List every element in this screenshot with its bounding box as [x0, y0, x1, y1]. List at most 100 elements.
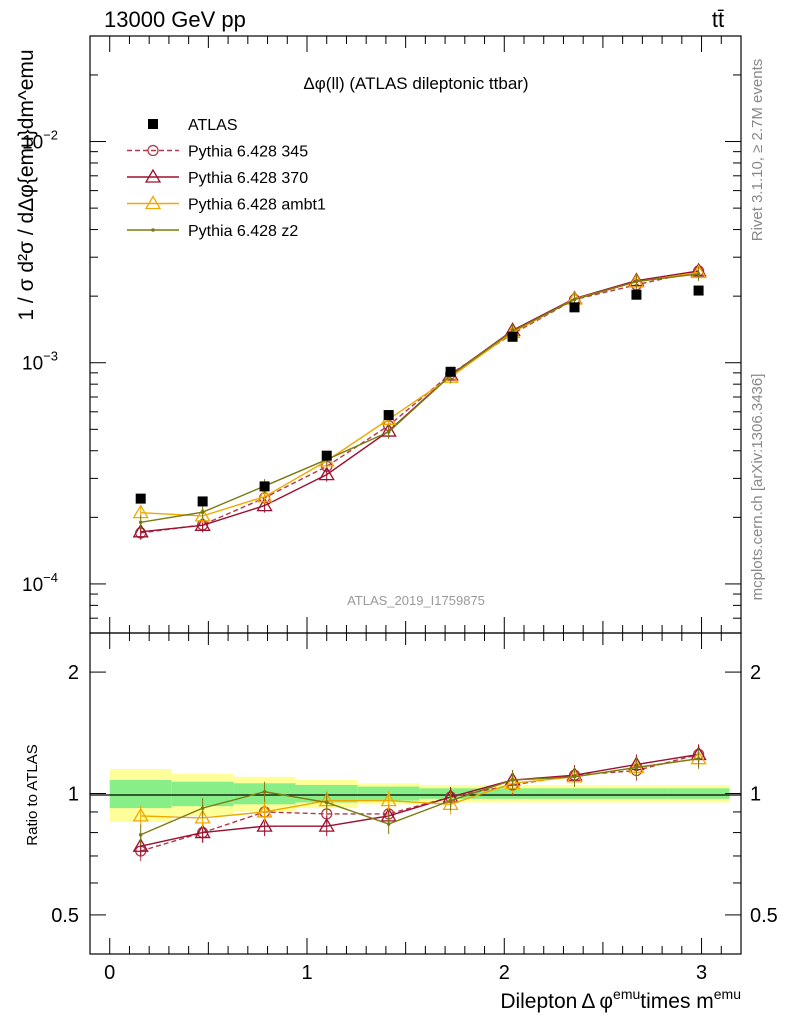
ratio-band-green [667, 788, 730, 799]
ratio-series-point-1 [256, 817, 273, 832]
main-series-point-3 [138, 520, 143, 525]
ratio-series-point-2 [194, 809, 211, 824]
main-series-point-3 [200, 510, 205, 514]
main-series-point-3 [696, 272, 701, 276]
ratio-y-tick-label-left: 0.5 [51, 905, 79, 927]
x-tick-label: 2 [499, 962, 510, 984]
atlas-data-point [569, 302, 580, 313]
tick-exponent: −2 [43, 128, 58, 143]
atlas-data-point [321, 450, 332, 461]
main-y-tick-label: 10−4 [22, 570, 58, 596]
atlas-data-point [135, 493, 146, 504]
ratio-series-point-3 [510, 778, 515, 782]
ratio-series-point-3 [200, 806, 205, 810]
rivet-label: Rivet 3.1.10, ≥ 2.7M events [749, 59, 766, 242]
ratio-series-point-1 [194, 824, 211, 839]
main-series-line-3 [140, 273, 699, 523]
ratio-band-green [109, 780, 172, 809]
x-label-main: Dilepton [500, 990, 577, 1013]
x-label-phi: φ [599, 990, 613, 1013]
atlas-data-point [507, 331, 518, 342]
main-y-ticks: 10−410−310−2 [22, 35, 741, 634]
main-series-point-1 [318, 466, 335, 481]
ratio-series-point-3 [138, 832, 143, 837]
legend-marker-3 [144, 195, 162, 210]
ratio-y-tick-label-right: 1 [750, 784, 761, 806]
ratio-series-point-3 [696, 756, 701, 761]
x-label-delta: Δ [581, 990, 595, 1013]
ratio-y-label: Ratio to ATLAS [24, 744, 41, 845]
ratio-series-point-2 [132, 807, 149, 822]
x-label-emu-1: emu [613, 986, 640, 1002]
ratio-panel: 0.5 0.5 1 1 2 2 0 1 2 3 [51, 632, 778, 984]
header-process: 13000 GeV pp [104, 7, 246, 32]
ratio-series-point-3 [448, 798, 453, 803]
legend-marker-2 [144, 168, 162, 183]
main-series-line-0 [140, 270, 699, 534]
ratio-band-green [605, 788, 668, 799]
ratio-series-point-2 [380, 792, 397, 807]
ratio-y-tick-label-left: 2 [68, 662, 79, 684]
legend-marker-0 [148, 119, 158, 129]
main-series-point-1 [132, 523, 149, 538]
ratio-series-point-3 [634, 765, 639, 770]
main-series-point-2 [194, 507, 211, 522]
legend-marker-4 [151, 228, 155, 232]
ratio-y-tick-label-right: 2 [750, 662, 761, 684]
main-series-point-3 [634, 279, 639, 284]
legend: ATLAS Pythia 6.428 345 Pythia 6.428 370 Pyt… [127, 117, 326, 240]
header-final-state: tt̄ [712, 7, 724, 32]
ratio-series-point-3 [324, 800, 329, 805]
main-series-line-2 [140, 271, 699, 517]
x-tick-label: 0 [104, 962, 115, 984]
ratio-y-tick-label-right: 0.5 [750, 905, 778, 927]
ratio-series-line-1 [140, 753, 699, 847]
atlas-data-point [445, 366, 456, 377]
ratio-series-point-3 [386, 822, 391, 826]
legend-label-4: Pythia 6.428 z2 [188, 223, 298, 240]
legend-label-3: Pythia 6.428 ambt1 [188, 197, 326, 214]
main-series-point-1 [256, 497, 273, 512]
mcplots-label: mcplots.cern.ch [arXiv:1306.3436] [749, 374, 766, 601]
ratio-series-point-3 [262, 789, 267, 794]
tick-base: 10 [22, 354, 43, 375]
atlas-data-point [631, 289, 642, 300]
tick-exponent: −3 [43, 349, 58, 364]
ratio-ticks: 0.5 0.5 1 1 2 2 0 1 2 3 [51, 633, 778, 984]
ratio-series-point-1 [318, 817, 335, 832]
ratio-series-point-3 [572, 775, 577, 779]
legend-label-2: Pythia 6.428 370 [188, 170, 308, 187]
ratio-series-point-1 [132, 837, 149, 852]
main-title: Δφ(ll) (ATLAS dileptonic ttbar) [303, 74, 528, 93]
main-series-point-1 [194, 517, 211, 532]
ratio-series-point-2 [256, 803, 273, 818]
tick-base: 10 [22, 575, 43, 596]
atlas-data-point [383, 410, 394, 421]
main-series-point-2 [256, 488, 273, 503]
main-series-line-1 [140, 270, 699, 533]
x-tick-label: 3 [696, 962, 707, 984]
tick-exponent: −4 [43, 570, 58, 585]
atlas-data-point [197, 496, 208, 507]
main-y-tick-label: 10−2 [22, 128, 58, 154]
atlas-data-point [693, 285, 704, 296]
legend-marker-1 [147, 144, 159, 157]
watermark: ATLAS_2019_I1759875 [347, 593, 485, 608]
ratio-band-green [543, 788, 606, 799]
x-tick-label: 1 [301, 962, 312, 984]
x-label-mid: times m [640, 990, 714, 1013]
legend-label-0: ATLAS [188, 117, 238, 134]
x-label-emu-2: emu [714, 986, 741, 1002]
main-series-point-3 [572, 297, 577, 302]
ratio-series-line-3 [140, 757, 699, 836]
ratio-y-tick-label-left: 1 [68, 784, 79, 806]
ratio-series-layer [132, 744, 707, 862]
ratio-series-line-0 [140, 753, 699, 852]
legend-label-1: Pythia 6.428 345 [188, 144, 308, 161]
tick-base: 10 [22, 133, 43, 154]
main-y-tick-label: 10−3 [22, 349, 58, 375]
main-series-point-3 [386, 430, 391, 434]
main-series-layer [132, 262, 707, 540]
